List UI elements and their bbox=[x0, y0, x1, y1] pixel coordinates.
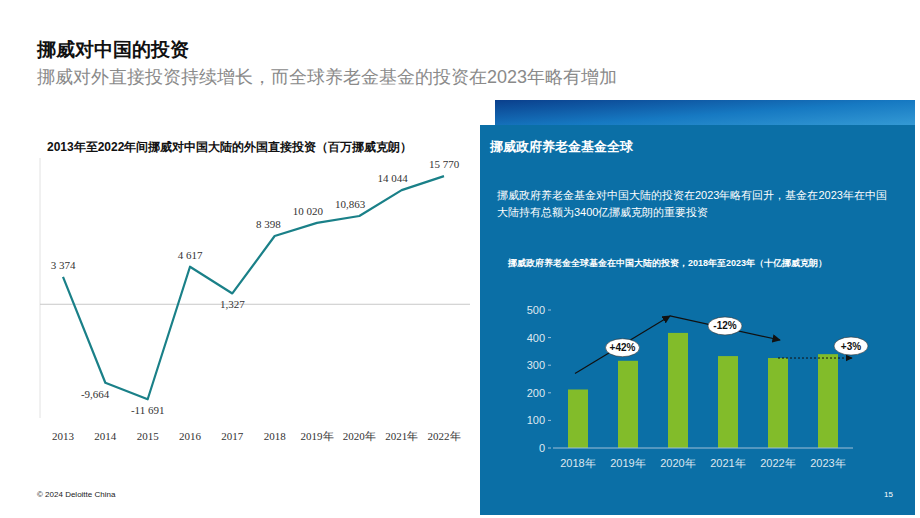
page-subtitle: 挪威对外直接投资持续增长，而全球养老金基金的投资在2023年略有增加 bbox=[37, 67, 617, 87]
annotation: +42% bbox=[610, 342, 636, 353]
x-tick-label: 2019年 bbox=[301, 430, 334, 442]
x-tick-label: 2020年 bbox=[343, 430, 376, 442]
x-tick-label: 2018年 bbox=[560, 457, 595, 469]
trend-arrow bbox=[670, 316, 780, 340]
x-tick-label: 2017 bbox=[221, 430, 244, 442]
annotation: -12% bbox=[713, 320, 736, 331]
x-tick-label: 2021年 bbox=[710, 457, 745, 469]
bar bbox=[618, 361, 638, 448]
data-label: 3 374 bbox=[51, 259, 76, 271]
y-tick-label: 100 bbox=[527, 414, 545, 426]
data-label: 1,327 bbox=[220, 298, 245, 310]
x-tick-label: 2021年 bbox=[385, 430, 418, 442]
bar bbox=[718, 356, 738, 448]
trend-arrow bbox=[778, 358, 852, 359]
y-tick bbox=[548, 365, 551, 366]
trend-arrow bbox=[575, 316, 670, 374]
bar bbox=[768, 358, 788, 448]
data-label: 4 617 bbox=[178, 249, 203, 261]
data-label: -11 691 bbox=[131, 404, 165, 416]
zero-line bbox=[40, 304, 470, 305]
bar bbox=[568, 389, 588, 448]
page-number: 15 bbox=[884, 490, 893, 499]
annotation-bubble bbox=[606, 339, 640, 357]
chart-title: 2013年至2022年间挪威对中国大陆的外国直接投资（百万挪威克朗） bbox=[47, 140, 412, 154]
data-label: 10 020 bbox=[293, 205, 324, 217]
y-tick-label: 200 bbox=[527, 387, 545, 399]
x-tick-label: 2022年 bbox=[760, 457, 795, 469]
data-label: -9,664 bbox=[81, 388, 110, 400]
y-tick-label: 0 bbox=[539, 442, 545, 454]
x-tick-label: 2023年 bbox=[810, 457, 845, 469]
panel-text: 挪威政府养老金基金对中国大陆的投资在2023年略有回升，基金在2023年在中国大… bbox=[497, 187, 892, 221]
y-tick bbox=[548, 448, 551, 449]
plot-area bbox=[568, 333, 838, 448]
chart-title: 挪威政府养老金全球基金在中国大陆的投资，2018年至2023年（十亿挪威克朗） bbox=[507, 258, 827, 268]
data-label: 8 398 bbox=[256, 218, 281, 230]
x-tick-label: 2013 bbox=[52, 430, 75, 442]
panel-title: 挪威政府养老金基金全球 bbox=[489, 139, 634, 154]
y-tick bbox=[548, 310, 551, 311]
x-axis-line bbox=[553, 448, 853, 449]
x-tick-label: 2019年 bbox=[610, 457, 645, 469]
page-title: 挪威对中国的投资 bbox=[36, 39, 189, 60]
x-tick-label: 2020年 bbox=[660, 457, 695, 469]
x-tick-label: 2015 bbox=[137, 430, 160, 442]
y-tick-label: 400 bbox=[527, 332, 545, 344]
page: {"page": {"title": "挪威对中国的投资", "subtitle… bbox=[0, 0, 920, 518]
panel bbox=[480, 125, 915, 515]
annotation-bubble bbox=[708, 317, 742, 335]
slide: 挪威对中国的投资挪威对外直接投资持续增长，而全球养老金基金的投资在2023年略有… bbox=[0, 0, 920, 518]
bar bbox=[668, 333, 688, 448]
x-tick-label: 2022年 bbox=[428, 430, 461, 442]
plot-area bbox=[63, 176, 444, 399]
bar bbox=[818, 354, 838, 448]
data-label: 14 044 bbox=[377, 172, 408, 184]
annotation-bubble bbox=[834, 337, 868, 355]
y-axis-line bbox=[40, 158, 41, 418]
line-series bbox=[63, 176, 444, 399]
data-label: 10,863 bbox=[335, 198, 366, 210]
y-tick-label: 500 bbox=[527, 304, 545, 316]
y-tick bbox=[548, 392, 551, 393]
x-tick-label: 2014 bbox=[94, 430, 117, 442]
x-tick-label: 2016 bbox=[179, 430, 202, 442]
y-tick bbox=[548, 420, 551, 421]
data-label: 15 770 bbox=[429, 158, 460, 170]
x-tick-label: 2018 bbox=[264, 430, 287, 442]
y-tick-label: 300 bbox=[527, 359, 545, 371]
footer: © 2024 Deloitte China bbox=[37, 490, 116, 499]
y-tick bbox=[548, 337, 551, 338]
annotation: +3% bbox=[841, 341, 861, 352]
